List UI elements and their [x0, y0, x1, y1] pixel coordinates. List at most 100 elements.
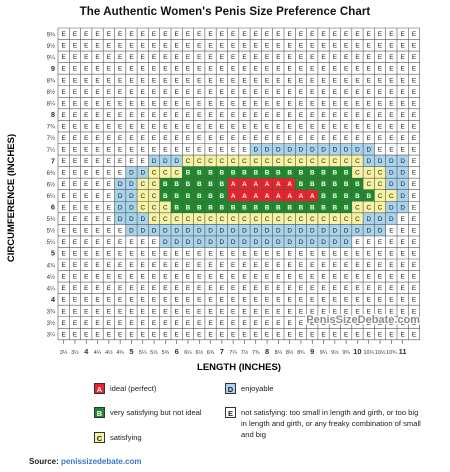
heatmap-cell-label: E: [62, 100, 66, 107]
heatmap-cell: [103, 201, 115, 213]
heatmap-cell: [216, 189, 228, 202]
x-tick-label: 7¼: [229, 350, 237, 356]
heatmap-cell-label: B: [174, 193, 179, 200]
heatmap-cell: [351, 28, 364, 40]
heatmap-cell-label: E: [231, 43, 235, 50]
heatmap-cell-label: E: [118, 112, 122, 119]
heatmap-cell: [204, 143, 217, 156]
heatmap-cell: [159, 224, 171, 236]
heatmap-cell: [272, 224, 284, 236]
heatmap-cell-label: E: [95, 274, 99, 281]
heatmap-cell-label: E: [107, 227, 111, 234]
heatmap-cell: [137, 235, 149, 248]
heatmap-cell: [329, 189, 341, 202]
heatmap-cell-label: E: [412, 216, 416, 223]
heatmap-cell: [363, 131, 375, 144]
heatmap-cell: [238, 235, 251, 248]
heatmap-cell-label: E: [220, 66, 224, 73]
source-label: Source:: [29, 457, 59, 466]
heatmap-cell-label: E: [344, 54, 348, 61]
heatmap-cell-label: E: [107, 193, 111, 200]
heatmap-cell: [91, 328, 104, 340]
heatmap-cell: [193, 74, 205, 86]
heatmap-cell-label: E: [321, 285, 325, 292]
x-tick-label: 9¼: [320, 350, 328, 356]
heatmap-cell-label: D: [129, 181, 134, 188]
x-tick-label: 8¾: [297, 350, 305, 356]
heatmap-cell-label: E: [378, 66, 382, 73]
heatmap-cell: [69, 28, 81, 40]
heatmap-cell: [125, 259, 138, 271]
heatmap-cell: [114, 316, 126, 329]
heatmap-cell-label: D: [344, 239, 349, 246]
heatmap-cell: [408, 178, 420, 190]
heatmap-cell: [351, 108, 364, 121]
heatmap-cell: [295, 74, 307, 86]
heatmap-cell-label: E: [276, 274, 280, 281]
heatmap-cell: [204, 62, 217, 75]
heatmap-cell-label: E: [197, 320, 201, 327]
heatmap-cell-label: E: [95, 43, 99, 50]
heatmap-cell: [137, 270, 149, 283]
heatmap-cell-label: E: [367, 239, 371, 246]
heatmap-cell-label: E: [333, 77, 337, 84]
heatmap-cell-label: B: [299, 181, 304, 188]
heatmap-cell-label: E: [152, 100, 156, 107]
heatmap-cell: [91, 270, 104, 283]
heatmap-cell-label: C: [152, 204, 157, 211]
heatmap-cell: [408, 85, 420, 98]
heatmap-cell-label: E: [401, 54, 405, 61]
heatmap-cell-label: E: [412, 123, 416, 130]
heatmap-cell: [250, 305, 262, 317]
heatmap-cell-label: E: [412, 193, 416, 200]
heatmap-cell: [80, 293, 92, 306]
heatmap-cell-label: E: [367, 89, 371, 96]
heatmap-cell: [340, 131, 352, 144]
heatmap-cell-label: E: [310, 123, 314, 130]
heatmap-cell-label: E: [389, 31, 393, 38]
heatmap-cell: [306, 62, 318, 75]
heatmap-cell-label: E: [276, 331, 280, 338]
heatmap-cell-label: E: [412, 54, 416, 61]
heatmap-cell: [340, 143, 352, 156]
heatmap-cell-label: E: [254, 262, 258, 269]
heatmap-cell: [238, 51, 251, 63]
heatmap-cell: [340, 28, 352, 40]
heatmap-cell: [385, 28, 397, 40]
heatmap-cell: [408, 108, 420, 121]
heatmap-cell: [306, 120, 318, 132]
heatmap-cell-label: C: [333, 216, 338, 223]
heatmap-cell: [182, 108, 194, 121]
heatmap-cell: [397, 39, 409, 52]
heatmap-cell: [374, 212, 386, 225]
heatmap-cell-label: E: [62, 239, 66, 246]
heatmap-cell: [408, 293, 420, 306]
heatmap-cell: [295, 51, 307, 63]
heatmap-cell-label: E: [208, 66, 212, 73]
heatmap-cell-label: E: [175, 112, 179, 119]
y-tick-label: 7¾: [47, 125, 56, 131]
heatmap-cell: [351, 131, 364, 144]
y-tick-label: 9¼: [47, 55, 56, 61]
heatmap-cell-label: E: [333, 100, 337, 107]
heatmap-cell-label: E: [378, 251, 382, 258]
heatmap-cell: [317, 212, 330, 225]
heatmap-cell: [204, 51, 217, 63]
heatmap-cell-label: E: [129, 135, 133, 142]
heatmap-cell: [137, 247, 149, 259]
heatmap-cell-label: E: [412, 77, 416, 84]
heatmap-cell-label: E: [118, 135, 122, 142]
heatmap-cell-label: D: [220, 239, 225, 246]
heatmap-cell-label: E: [141, 112, 145, 119]
source-link[interactable]: penissizedebate.com: [61, 457, 142, 466]
heatmap-cell-label: E: [242, 89, 246, 96]
heatmap-cell-label: E: [95, 123, 99, 130]
heatmap-cell: [374, 143, 386, 156]
heatmap-cell-label: E: [412, 43, 416, 50]
heatmap-cell: [125, 201, 138, 213]
heatmap-cell: [216, 51, 228, 63]
heatmap-cell: [103, 39, 115, 52]
heatmap-cell-label: E: [288, 262, 292, 269]
heatmap-cell-label: E: [73, 239, 77, 246]
heatmap-cell: [80, 201, 92, 213]
